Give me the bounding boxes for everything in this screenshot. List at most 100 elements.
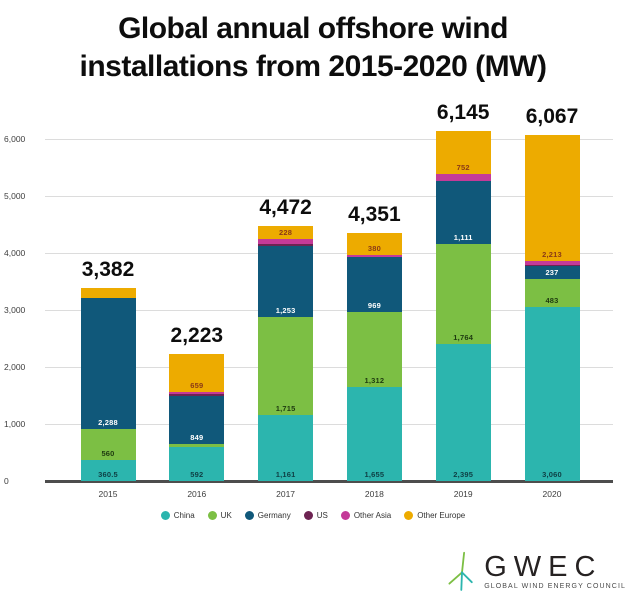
- x-axis-baseline: [45, 480, 613, 483]
- bar-segment-uk: 560: [80, 428, 136, 461]
- bar-segment-other-asia: [435, 173, 491, 181]
- wind-turbine-icon: [448, 551, 473, 591]
- segment-value-label: 560: [101, 449, 115, 459]
- segment-value-label: 483: [545, 295, 559, 305]
- bar-segment-other-europe: 228: [258, 226, 314, 240]
- gwec-logo-name: GWEC: [484, 551, 603, 583]
- chart-title: Global annual offshore wind installation…: [0, 10, 626, 86]
- x-axis-category-label: 2019: [453, 489, 473, 499]
- y-axis-tick-label: 3,000: [4, 305, 26, 315]
- y-axis-tick-label: 0: [4, 476, 9, 486]
- bar-segment-us: [258, 243, 314, 246]
- legend-color-dot: [404, 511, 414, 520]
- bar-segment-other-europe: 2,213: [524, 135, 580, 262]
- y-axis-tick-label: 4,000: [4, 248, 26, 258]
- gwec-logo-text: GWEC GLOBAL WIND ENERGY COUNCIL: [484, 552, 626, 590]
- bar-segment-china: 1,655: [346, 386, 402, 481]
- legend-color-dot: [160, 511, 170, 520]
- chart-legend: China UK Germany US Other Asia Other Europe: [0, 511, 626, 520]
- legend-label: China: [173, 511, 195, 520]
- bar-segment-germany: 1,253: [258, 245, 314, 318]
- gridline: [45, 310, 613, 311]
- segment-value-label: 1,161: [275, 469, 296, 479]
- bar-segment-us: [169, 393, 225, 396]
- segment-value-label: 1,312: [364, 375, 385, 385]
- gridline: [45, 367, 613, 368]
- legend-color-dot: [340, 511, 350, 520]
- bar-total-label: 3,382: [81, 258, 135, 282]
- segment-value-label: 1,111: [453, 232, 473, 242]
- bar-segment-germany: 2,288: [80, 298, 136, 429]
- y-axis-tick-label: 5,000: [4, 191, 26, 201]
- gridline: [45, 196, 613, 197]
- segment-value-label: 2,395: [453, 469, 474, 479]
- bar-segment-other-europe: [80, 288, 136, 299]
- legend-item-china: China: [160, 511, 195, 520]
- chart-title-line2: installations from 2015-2020 (MW): [79, 50, 547, 83]
- segment-value-label: 592: [190, 469, 204, 479]
- bar-total-label: 2,223: [170, 324, 224, 348]
- legend-label: Other Europe: [417, 511, 466, 520]
- bar-total-label: 6,145: [436, 100, 490, 124]
- bar-segment-other-europe: 752: [435, 130, 491, 174]
- bar-segment-other-asia: [524, 261, 580, 265]
- y-axis-tick-label: 6,000: [4, 134, 26, 144]
- legend-color-dot: [244, 511, 254, 520]
- x-axis-category-label: 2020: [542, 489, 562, 499]
- legend-color-dot: [303, 511, 313, 520]
- y-axis-tick-label: 1,000: [4, 419, 26, 429]
- bar-segment-other-asia: [258, 239, 314, 244]
- bar-segment-china: 2,395: [435, 344, 491, 481]
- bar-segment-uk: 1,715: [258, 317, 314, 415]
- segment-value-label: 237: [545, 268, 559, 278]
- segment-value-label: 3,060: [542, 469, 562, 479]
- segment-value-label: 849: [190, 433, 204, 443]
- bar-total-label: 4,472: [259, 196, 312, 220]
- bar-segment-us: [524, 264, 580, 266]
- bar-segment-china: 1,161: [258, 414, 314, 481]
- x-axis-category-label: 2016: [187, 489, 207, 499]
- legend-item-germany: Germany: [244, 511, 291, 520]
- segment-value-label: 659: [190, 380, 204, 390]
- segment-value-label: 1,253: [275, 306, 296, 316]
- bar-segment-germany: 849: [169, 395, 225, 445]
- bar-total-label: 6,067: [525, 105, 579, 129]
- x-axis-category-label: 2015: [98, 489, 118, 499]
- bar-segment-other-europe: 380: [346, 232, 402, 255]
- chart-title-line1: Global annual offshore wind: [118, 12, 508, 45]
- y-axis-tick-label: 2,000: [4, 362, 26, 372]
- bar-segment-uk: 1,764: [435, 243, 491, 345]
- segment-value-label: 1,715: [275, 403, 296, 413]
- bar-segment-germany: 1,111: [435, 180, 491, 244]
- legend-item-other-asia: Other Asia: [340, 511, 392, 520]
- bar-segment-germany: 237: [524, 265, 580, 280]
- bar-segment-germany: 969: [346, 256, 402, 312]
- segment-value-label: 969: [367, 300, 381, 310]
- legend-label: US: [316, 511, 328, 520]
- bar-segment-china: 360.5: [80, 460, 136, 481]
- x-axis-category-label: 2017: [276, 489, 296, 499]
- bar-segment-uk: [169, 444, 225, 448]
- legend-item-us: US: [303, 511, 328, 520]
- segment-value-label: 228: [279, 228, 293, 238]
- bar-segment-uk: 1,312: [346, 311, 402, 387]
- bar-segment-china: 3,060: [524, 306, 580, 481]
- x-axis-category-label: 2018: [364, 489, 384, 499]
- segment-value-label: 2,288: [98, 417, 118, 427]
- gridline: [45, 253, 613, 254]
- legend-label: Germany: [257, 511, 291, 520]
- bar-segment-china: 592: [169, 447, 225, 481]
- bar-segment-other-asia: [346, 254, 402, 257]
- legend-label: UK: [220, 511, 232, 520]
- segment-value-label: 752: [456, 162, 470, 172]
- bar-segment-uk: 483: [524, 279, 580, 307]
- bar-segment-other-europe: 659: [169, 354, 225, 392]
- legend-item-uk: UK: [207, 511, 232, 520]
- legend-label: Other Asia: [353, 511, 392, 520]
- bar-segment-other-asia: [169, 391, 225, 394]
- segment-value-label: 380: [367, 243, 381, 253]
- gwec-logo: GWEC GLOBAL WIND ENERGY COUNCIL: [448, 543, 626, 599]
- gridline: [45, 424, 613, 425]
- legend-item-other-europe: Other Europe: [404, 511, 465, 520]
